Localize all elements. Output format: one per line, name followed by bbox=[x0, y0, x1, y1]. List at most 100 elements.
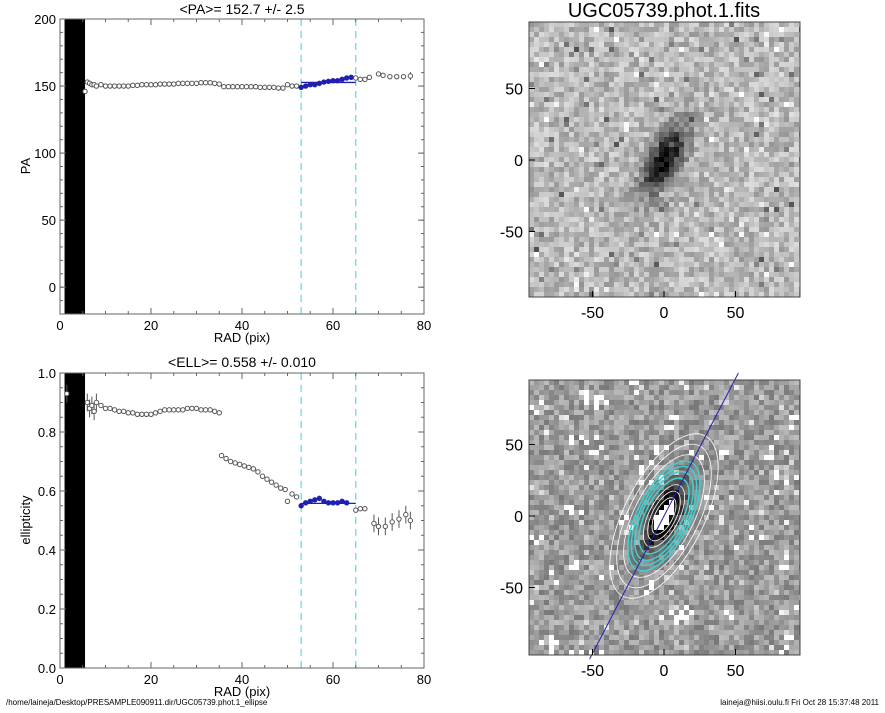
data-point bbox=[131, 411, 135, 415]
x-tick-label: 80 bbox=[417, 318, 431, 333]
data-point bbox=[194, 81, 198, 85]
data-point bbox=[103, 84, 107, 88]
x-tick-label: 60 bbox=[326, 672, 340, 687]
y-tick-label: 0 bbox=[514, 153, 523, 170]
data-point bbox=[256, 470, 260, 474]
data-point bbox=[240, 85, 244, 89]
x-tick-label: 40 bbox=[235, 672, 249, 687]
data-point bbox=[354, 76, 358, 80]
data-point bbox=[408, 74, 412, 78]
ellipticity-plot-title: <ELL>= 0.558 +/- 0.010 bbox=[168, 354, 316, 370]
data-point bbox=[153, 83, 157, 87]
data-point bbox=[313, 83, 317, 87]
data-point bbox=[153, 411, 157, 415]
data-point bbox=[233, 461, 237, 465]
x-tick-label: 80 bbox=[417, 672, 431, 687]
data-point bbox=[354, 508, 358, 512]
data-point bbox=[363, 77, 367, 81]
data-point bbox=[251, 467, 255, 471]
data-point bbox=[269, 480, 273, 484]
data-point bbox=[181, 408, 185, 412]
data-point bbox=[235, 85, 239, 89]
data-point bbox=[344, 76, 348, 80]
data-point bbox=[208, 80, 212, 84]
data-point bbox=[158, 82, 162, 86]
x-tick-label: 20 bbox=[144, 318, 158, 333]
data-point bbox=[249, 85, 253, 89]
data-point bbox=[290, 84, 294, 88]
y-tick-label: 0.6 bbox=[38, 484, 56, 499]
data-point bbox=[294, 84, 298, 88]
y-tick-label: 200 bbox=[34, 12, 56, 27]
x-tick-label: -50 bbox=[581, 305, 604, 322]
data-point bbox=[90, 403, 94, 407]
data-point bbox=[244, 85, 248, 89]
data-point bbox=[388, 74, 392, 78]
data-point bbox=[242, 464, 246, 468]
data-point bbox=[401, 74, 405, 78]
data-point bbox=[185, 81, 189, 85]
data-point bbox=[126, 411, 130, 415]
y-tick-label: 50 bbox=[505, 82, 523, 99]
data-point bbox=[376, 72, 380, 76]
data-point bbox=[367, 75, 371, 79]
data-point bbox=[231, 85, 235, 89]
data-point bbox=[131, 83, 135, 87]
data-point bbox=[363, 507, 367, 511]
data-point bbox=[103, 406, 107, 410]
data-point bbox=[376, 524, 380, 528]
data-point bbox=[208, 408, 212, 412]
data-point bbox=[228, 459, 232, 463]
y-tick-label: -50 bbox=[500, 225, 523, 242]
data-point bbox=[135, 412, 139, 416]
y-tick-label: 0.2 bbox=[38, 602, 56, 617]
data-point bbox=[349, 75, 353, 79]
data-point bbox=[258, 85, 262, 89]
data-point bbox=[83, 89, 87, 93]
ellipticity-plot-ylabel: ellipticity bbox=[18, 495, 33, 545]
inner-region-band bbox=[65, 373, 85, 668]
y-tick-label: 150 bbox=[34, 79, 56, 94]
x-tick-label: 0 bbox=[56, 318, 63, 333]
y-tick-label: 1.0 bbox=[38, 366, 56, 381]
data-point bbox=[294, 495, 298, 499]
data-point bbox=[144, 412, 148, 416]
footer-path: /home/laineja/Desktop/PRESAMPLE090911.di… bbox=[6, 698, 268, 707]
data-point bbox=[199, 80, 203, 84]
image-pixels bbox=[529, 380, 800, 655]
data-point bbox=[108, 406, 112, 410]
x-tick-label: 0 bbox=[660, 663, 669, 680]
data-point bbox=[176, 408, 180, 412]
plot-frame bbox=[60, 19, 424, 314]
data-point bbox=[190, 406, 194, 410]
data-point bbox=[313, 498, 317, 502]
data-point bbox=[317, 496, 321, 500]
data-point bbox=[117, 84, 121, 88]
data-point bbox=[285, 83, 289, 87]
data-point bbox=[224, 456, 228, 460]
image-title: UGC05739.phot.1.fits bbox=[568, 0, 760, 22]
data-point bbox=[190, 81, 194, 85]
data-point bbox=[172, 408, 176, 412]
data-point bbox=[222, 85, 226, 89]
data-point bbox=[299, 504, 303, 508]
x-tick-label: 0 bbox=[660, 305, 669, 322]
data-point bbox=[149, 412, 153, 416]
data-point bbox=[390, 520, 394, 524]
pa-plot-title: <PA>= 152.7 +/- 2.5 bbox=[179, 1, 304, 17]
y-tick-label: 100 bbox=[34, 146, 56, 161]
data-point bbox=[253, 85, 257, 89]
data-point bbox=[247, 465, 251, 469]
data-point bbox=[108, 84, 112, 88]
data-point bbox=[260, 474, 264, 478]
data-point bbox=[372, 521, 376, 525]
data-point bbox=[283, 487, 287, 491]
data-point bbox=[203, 408, 207, 412]
data-point bbox=[167, 82, 171, 86]
data-point bbox=[172, 82, 176, 86]
data-point bbox=[299, 85, 303, 89]
data-point bbox=[140, 412, 144, 416]
